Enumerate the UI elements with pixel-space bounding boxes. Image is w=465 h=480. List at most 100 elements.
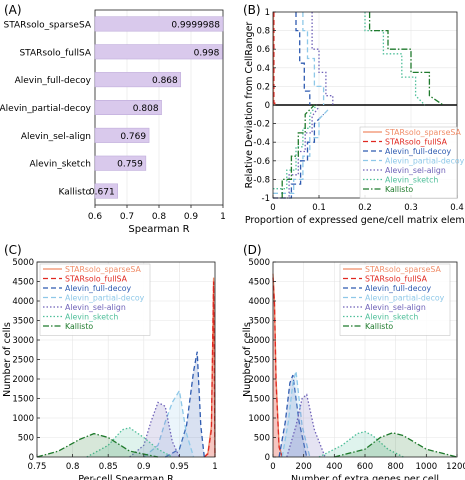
- panel-label: (B): [243, 3, 261, 17]
- y-axis-label: Relative Deviation from CellRanger: [244, 22, 255, 189]
- tick-label-x: 1: [212, 462, 217, 472]
- bar-value-label: 0.998: [194, 48, 220, 58]
- legend-entry: Alevin_full-decoy: [65, 284, 132, 293]
- legend-entry: Alevin_partial-decoy: [365, 294, 445, 303]
- series-line: [302, 12, 325, 105]
- tick-label-y: 1000: [248, 414, 270, 424]
- series-line: [281, 371, 311, 458]
- tick-label-x: 0.3: [404, 203, 418, 213]
- tick-label-x: 0.9: [137, 462, 151, 472]
- tick-label-x: 0.6: [88, 212, 103, 222]
- series-area: [273, 273, 283, 457]
- bar-value-label: 0.808: [133, 104, 159, 114]
- x-axis-label: Spearman R: [128, 224, 189, 235]
- tick-label-x: 0.1: [312, 203, 326, 213]
- series-area: [204, 277, 215, 457]
- tick-label-x: 1: [220, 212, 226, 222]
- legend-entry: Kallisto: [65, 322, 93, 331]
- series-line: [295, 12, 311, 105]
- legend-entry: Alevin_partial-decoy: [385, 157, 465, 166]
- tick-label-x: 0: [270, 203, 275, 213]
- series-line: [286, 393, 326, 458]
- tick-label-y: 1500: [12, 395, 34, 405]
- tick-label-y: 0: [265, 453, 270, 463]
- legend-entry: STARsolo_fullSA: [365, 275, 428, 284]
- tick-label-x: 0.4: [450, 203, 464, 213]
- series-line: [273, 12, 276, 105]
- legend-entry: Alevin_full-decoy: [365, 284, 432, 293]
- tick-label-y: 0.6: [256, 45, 270, 55]
- series-line: [143, 388, 195, 458]
- legend-box: [339, 263, 451, 336]
- series-line: [364, 12, 426, 106]
- x-axis-label: Number of extra genes per cell: [291, 474, 439, 480]
- tick-label-x: 0.75: [28, 462, 47, 472]
- tick-label-y: 2500: [248, 356, 270, 366]
- tick-label-y: -0.8: [253, 175, 270, 185]
- tick-label-y: 0.8: [256, 27, 270, 37]
- tick-label-y: 5000: [248, 258, 270, 268]
- x-axis-label: Per-cell Spearman R: [78, 474, 174, 480]
- bar: [94, 44, 223, 60]
- tick-label-y: 4000: [248, 297, 270, 307]
- series-area: [165, 351, 205, 457]
- series-line: [368, 12, 444, 106]
- series-line: [281, 104, 315, 198]
- tick-label-y: 1: [265, 8, 270, 18]
- legend-entry: STARsolo_sparseSA: [65, 265, 141, 274]
- tick-label-x: 600: [357, 462, 373, 472]
- y-axis-label: Number of cells: [242, 322, 253, 397]
- series-line: [273, 109, 329, 194]
- tick-label-y: 0.4: [256, 64, 270, 74]
- legend-entry: Alevin_sel-align: [365, 303, 426, 312]
- bar: [94, 183, 118, 199]
- series-line: [36, 432, 159, 458]
- y-axis-label: Number of cells: [2, 322, 13, 397]
- legend-entry: Alevin_sketch: [65, 313, 118, 322]
- tick-label-y: 4500: [248, 278, 270, 288]
- series-line: [334, 432, 458, 458]
- tick-label-y: 2000: [12, 375, 34, 385]
- tick-label-y: 4500: [12, 278, 34, 288]
- series-area: [334, 432, 457, 457]
- tick-label-y: -1: [262, 194, 270, 204]
- tick-label-x: 0.95: [170, 462, 189, 472]
- tick-label-y: 0: [29, 453, 34, 463]
- tick-label-y: 5000: [12, 258, 34, 268]
- series-area: [282, 371, 310, 457]
- tick-label-x: 400: [326, 462, 342, 472]
- tick-label-x: 0: [270, 462, 275, 472]
- series-area: [319, 431, 404, 457]
- legend-entry: Alevin_full-decoy: [385, 147, 452, 156]
- series-line: [272, 12, 276, 106]
- tick-label-y: 0: [265, 101, 270, 111]
- series-area: [286, 394, 326, 457]
- series-line: [311, 12, 334, 105]
- series-line: [273, 106, 320, 199]
- tick-label-y: -0.4: [253, 138, 270, 148]
- series-line: [86, 427, 173, 458]
- category-label: Alevin_sketch: [29, 160, 91, 170]
- legend-entry: Alevin_partial-decoy: [65, 294, 145, 303]
- bar-value-label: 0.671: [89, 188, 115, 198]
- tick-label-x: 1000: [416, 462, 438, 472]
- legend-box: [359, 126, 458, 199]
- tick-label-x: 0.8: [152, 212, 167, 222]
- series-line: [272, 277, 283, 458]
- legend-entry: STARsolo_sparseSA: [385, 128, 461, 137]
- tick-label-y: 3000: [12, 336, 34, 346]
- bar: [94, 100, 162, 115]
- tick-label-x: 800: [388, 462, 404, 472]
- legend-entry: STARsolo_sparseSA: [365, 265, 441, 274]
- tick-label-x: 0.85: [99, 462, 118, 472]
- tick-label-x: 0.7: [120, 212, 134, 222]
- tick-label-x: 0.9: [184, 212, 199, 222]
- bar-value-label: 0.9999988: [171, 20, 220, 30]
- panel-label-a: (A): [4, 3, 22, 17]
- legend-entry: STARsolo_fullSA: [385, 138, 448, 147]
- x-axis-label: Proportion of expressed gene/cell matrix…: [245, 215, 465, 226]
- legend-entry: Alevin_sel-align: [385, 166, 446, 175]
- legend-entry: Alevin_sketch: [385, 176, 438, 185]
